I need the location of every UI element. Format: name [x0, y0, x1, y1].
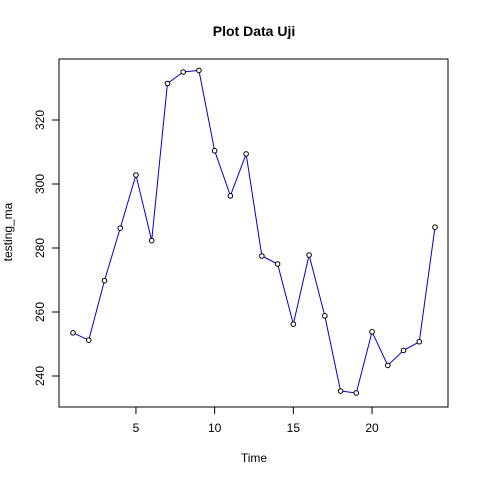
- data-point: [400, 347, 407, 354]
- series-layer: [70, 67, 438, 396]
- data-point: [101, 277, 108, 284]
- plot-frame: [58, 58, 449, 408]
- y-tick-label: 300: [33, 174, 47, 194]
- data-point: [259, 253, 265, 259]
- data-point: [306, 252, 312, 258]
- series-line: [72, 69, 436, 394]
- data-point: [243, 151, 249, 157]
- data-point: [384, 362, 391, 369]
- y-tick-label: 240: [33, 366, 47, 386]
- data-point: [416, 338, 423, 345]
- data-point: [133, 172, 139, 178]
- y-axis-label: testing_ma: [1, 202, 15, 261]
- data-point: [196, 67, 202, 74]
- data-point: [322, 313, 328, 319]
- data-point: [148, 237, 155, 244]
- data-point: [369, 329, 375, 335]
- data-point: [290, 321, 297, 327]
- x-axis-label: Time: [241, 451, 268, 465]
- y-tick-label: 320: [33, 110, 47, 130]
- x-tick-label: 20: [365, 421, 379, 435]
- y-axis: 240 260 280 300 320: [33, 110, 59, 386]
- data-point: [164, 80, 171, 87]
- x-axis: 5 10 15 20: [133, 407, 379, 435]
- data-point: [70, 330, 76, 336]
- data-point: [85, 337, 92, 343]
- y-tick-label: 280: [33, 238, 47, 258]
- data-point: [180, 69, 186, 75]
- data-point: [274, 261, 281, 267]
- y-tick-label: 260: [33, 302, 47, 322]
- data-point: [227, 193, 234, 199]
- data-point: [337, 388, 344, 394]
- data-point: [211, 147, 218, 154]
- chart-title: Plot Data Uji: [213, 23, 295, 39]
- data-point: [117, 225, 124, 231]
- data-point: [353, 390, 360, 396]
- x-tick-label: 10: [208, 421, 222, 435]
- x-tick-label: 5: [133, 421, 140, 435]
- x-tick-label: 15: [287, 421, 301, 435]
- data-point: [432, 224, 438, 230]
